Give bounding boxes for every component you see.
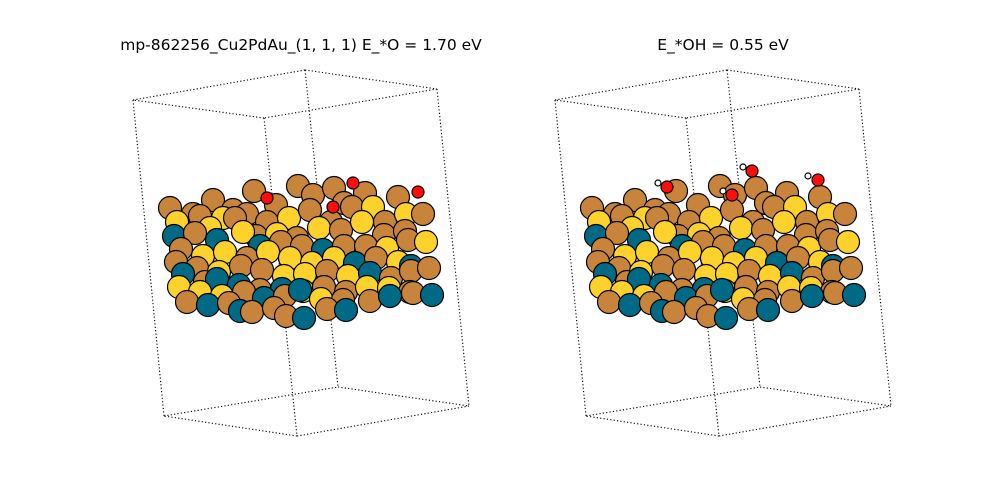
atom-cu — [838, 255, 864, 281]
atom-cu — [661, 299, 687, 325]
atom-pd — [377, 283, 403, 309]
atom-o — [346, 176, 360, 190]
atom-cu — [174, 289, 200, 315]
atom-pd — [799, 283, 825, 309]
atom-cu — [410, 201, 436, 227]
atom-h — [804, 172, 812, 180]
cell-edge — [858, 88, 892, 407]
panel-right-structure — [554, 69, 892, 437]
atom-h — [739, 163, 747, 171]
cell-edge — [685, 88, 860, 119]
atom-h — [654, 179, 662, 187]
cell-edge — [132, 99, 165, 417]
cell-edge — [554, 69, 728, 101]
atom-cu — [182, 220, 208, 246]
atom-au — [413, 229, 439, 255]
cell-edge — [585, 415, 720, 437]
cell-edge — [163, 415, 298, 437]
atom-cu — [671, 257, 697, 283]
cell-edge — [436, 88, 470, 407]
atom-cu — [596, 289, 622, 315]
cell-edge — [163, 386, 339, 417]
atom-cu — [416, 255, 442, 281]
cell-edge — [337, 386, 470, 407]
atom-cu — [241, 178, 267, 204]
atom-pd — [617, 292, 643, 318]
atom-o — [411, 185, 425, 199]
cell-edge — [726, 69, 860, 90]
atom-pd — [333, 297, 359, 323]
atom-o — [745, 164, 759, 178]
cell-edge — [718, 405, 892, 437]
atom-pd — [291, 305, 317, 331]
atom-pd — [709, 277, 735, 303]
atom-pd — [841, 282, 867, 308]
panel-left-structure — [132, 69, 470, 437]
atom-cu — [779, 288, 805, 314]
atom-cu — [357, 288, 383, 314]
cell-edge — [304, 69, 339, 388]
atom-cu — [249, 257, 275, 283]
atom-cu — [832, 201, 858, 227]
cell-edge — [263, 88, 438, 119]
atom-au — [728, 215, 754, 241]
atom-o — [811, 173, 825, 187]
atom-o — [660, 180, 674, 194]
atom-au — [835, 229, 861, 255]
cell-edge — [132, 69, 306, 101]
panel-left-title: mp-862256_Cu2PdAu_(1, 1, 1) E_*O = 1.70 … — [120, 36, 482, 54]
cell-edge — [296, 405, 470, 437]
atom-au — [771, 209, 797, 235]
atom-cu — [239, 299, 265, 325]
atom-au — [349, 209, 375, 235]
cell-edge — [759, 386, 892, 407]
atom-o — [725, 188, 739, 202]
cell-edge — [132, 99, 265, 119]
atom-pd — [755, 297, 781, 323]
atom-pd — [287, 277, 313, 303]
atom-o — [326, 200, 340, 214]
cell-edge — [554, 99, 587, 417]
atom-pd — [713, 305, 739, 331]
atom-au — [652, 219, 678, 245]
atom-pd — [419, 282, 445, 308]
atom-cu — [604, 220, 630, 246]
atom-pd — [195, 292, 221, 318]
atom-h — [719, 187, 727, 195]
atom-au — [230, 219, 256, 245]
panel-right-title: E_*OH = 0.55 eV — [657, 36, 789, 54]
cell-edge — [554, 99, 687, 119]
atom-o — [260, 191, 274, 205]
cell-edge — [304, 69, 438, 90]
atom-au — [306, 215, 332, 241]
cell-edge — [585, 386, 761, 417]
cell-edge — [726, 69, 761, 388]
